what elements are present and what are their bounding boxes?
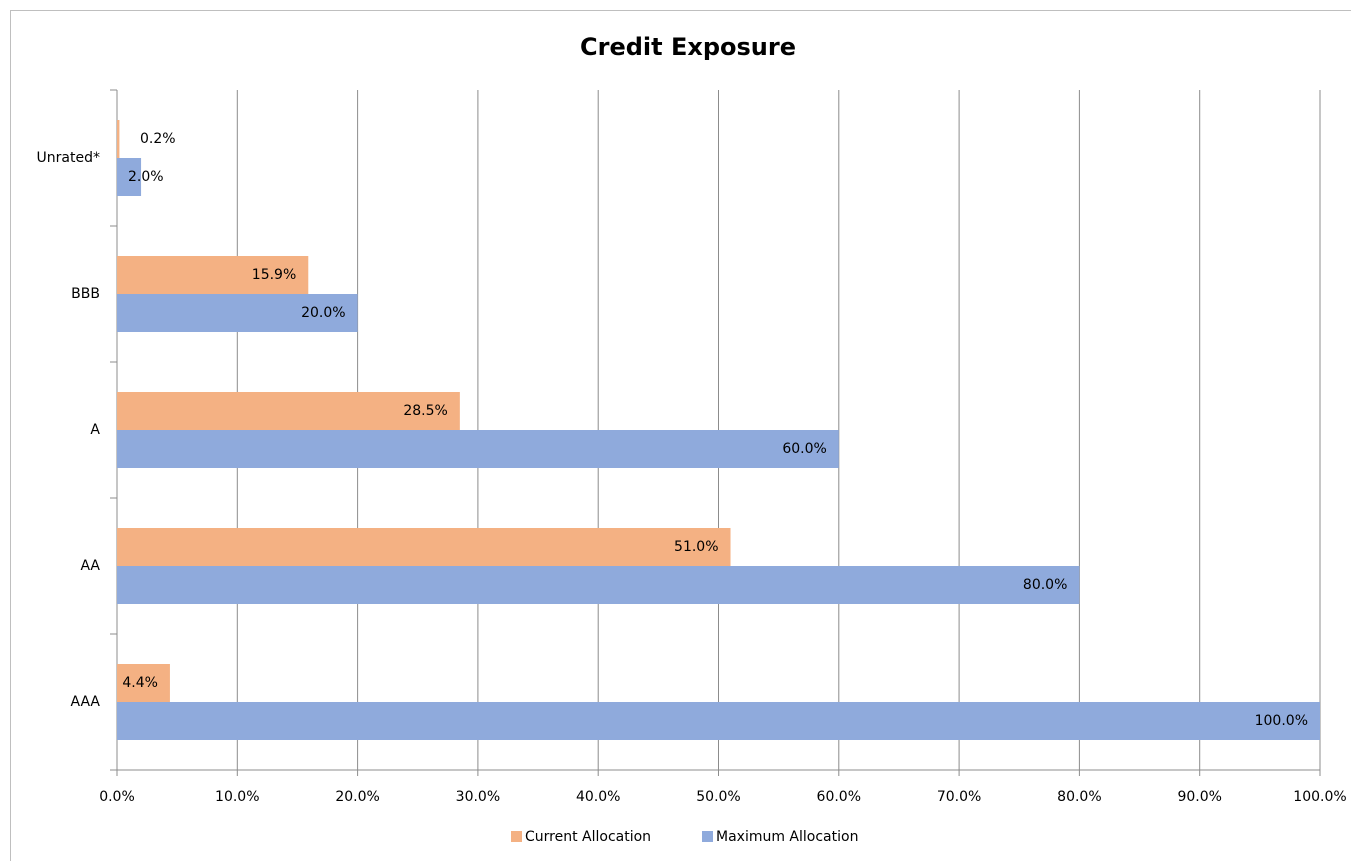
data-label: 80.0%	[1023, 577, 1067, 593]
bar	[117, 430, 839, 468]
data-label: 100.0%	[1255, 713, 1308, 729]
x-tick-label: 50.0%	[696, 789, 740, 805]
bar	[117, 158, 142, 196]
bar	[117, 566, 1080, 604]
data-label: 0.2%	[140, 131, 176, 147]
data-label: 15.9%	[252, 267, 296, 283]
x-tick-label: 40.0%	[576, 789, 620, 805]
legend-swatch	[511, 831, 522, 842]
bar	[117, 256, 309, 294]
y-tick-label: BBB	[71, 286, 100, 302]
bar	[117, 392, 460, 430]
data-label: 2.0%	[128, 169, 164, 185]
bar	[117, 702, 1320, 740]
y-tick-label: AA	[80, 558, 100, 574]
bar	[117, 294, 358, 332]
data-label: 28.5%	[403, 403, 447, 419]
x-tick-label: 100.0%	[1293, 789, 1346, 805]
data-label: 4.4%	[122, 675, 158, 691]
x-tick-label: 60.0%	[817, 789, 861, 805]
bar	[117, 664, 170, 702]
y-tick-label: Unrated*	[37, 150, 100, 166]
y-tick-label: A	[90, 422, 100, 438]
x-tick-label: 0.0%	[99, 789, 135, 805]
x-tick-label: 80.0%	[1057, 789, 1101, 805]
x-tick-label: 20.0%	[335, 789, 379, 805]
x-tick-label: 90.0%	[1177, 789, 1221, 805]
bar	[117, 120, 120, 158]
legend-swatch	[702, 831, 713, 842]
data-label: 60.0%	[782, 441, 826, 457]
data-label: 51.0%	[674, 539, 718, 555]
data-label: 20.0%	[301, 305, 345, 321]
y-tick-label: AAA	[70, 694, 100, 710]
x-tick-label: 30.0%	[456, 789, 500, 805]
legend-label: Current Allocation	[525, 829, 651, 845]
x-tick-label: 10.0%	[215, 789, 259, 805]
bar	[117, 528, 731, 566]
chart-title: Credit Exposure	[580, 33, 796, 61]
x-tick-label: 70.0%	[937, 789, 981, 805]
legend-label: Maximum Allocation	[716, 829, 858, 845]
